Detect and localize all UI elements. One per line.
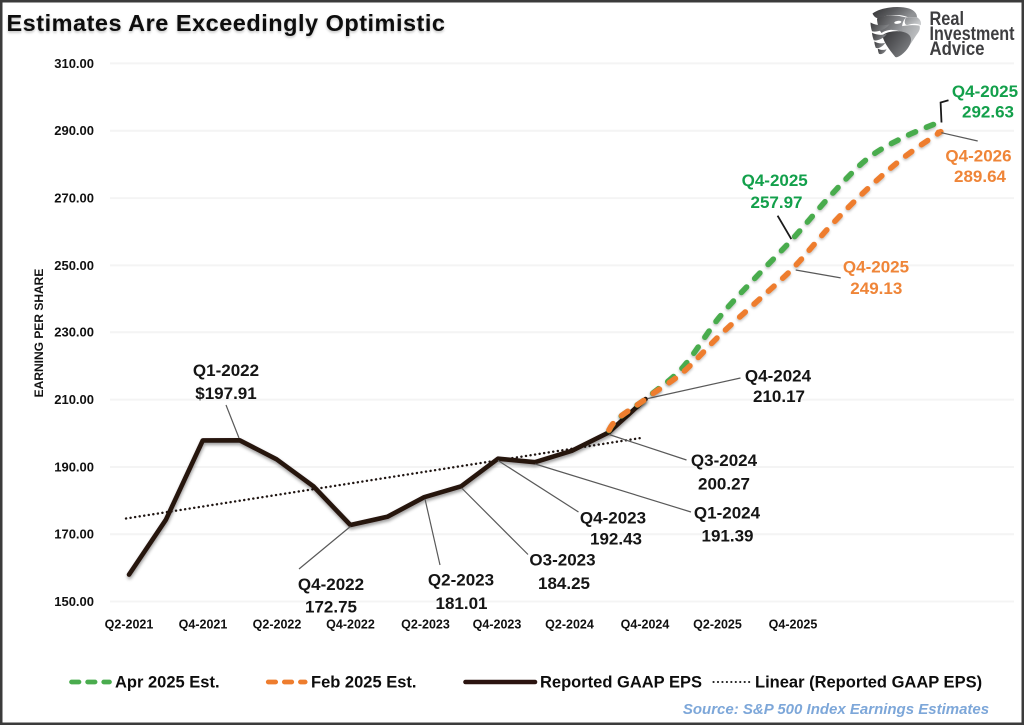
svg-text:249.13: 249.13 — [850, 279, 902, 298]
svg-text:210.17: 210.17 — [753, 387, 805, 406]
svg-text:Q4-2025: Q4-2025 — [769, 618, 818, 632]
svg-text:191.39: 191.39 — [702, 526, 754, 545]
svg-text:Q4-2024: Q4-2024 — [621, 618, 670, 632]
svg-text:257.97: 257.97 — [751, 193, 803, 212]
svg-text:Q2-2023: Q2-2023 — [428, 571, 494, 590]
svg-text:Q2-2023: Q2-2023 — [401, 618, 450, 632]
svg-text:Feb 2025 Est.: Feb 2025 Est. — [311, 673, 416, 691]
svg-text:Q4-2021: Q4-2021 — [179, 618, 228, 632]
svg-text:Q4-2022: Q4-2022 — [326, 618, 375, 632]
svg-text:Q4-2025: Q4-2025 — [952, 82, 1018, 101]
svg-text:200.27: 200.27 — [698, 475, 750, 494]
svg-text:Apr 2025 Est.: Apr 2025 Est. — [115, 673, 220, 691]
svg-text:190.00: 190.00 — [54, 459, 94, 474]
svg-text:210.00: 210.00 — [54, 392, 94, 407]
svg-text:Source: S&P 500 Index Earnings: Source: S&P 500 Index Earnings Estimates — [683, 701, 989, 718]
svg-text:Q2-2022: Q2-2022 — [253, 618, 302, 632]
svg-text:Q4-2024: Q4-2024 — [745, 367, 812, 386]
svg-text:172.75: 172.75 — [305, 598, 357, 617]
svg-text:310.00: 310.00 — [54, 56, 94, 71]
svg-text:Advice: Advice — [930, 39, 985, 60]
svg-text:250.00: 250.00 — [54, 258, 94, 273]
svg-text:Real: Real — [930, 9, 965, 30]
svg-text:Q4-2025: Q4-2025 — [843, 257, 909, 276]
svg-text:170.00: 170.00 — [54, 527, 94, 542]
svg-text:EARNING PER SHARE: EARNING PER SHARE — [32, 269, 46, 398]
svg-text:270.00: 270.00 — [54, 191, 94, 206]
svg-text:Q4-2023: Q4-2023 — [473, 618, 522, 632]
svg-text:290.00: 290.00 — [54, 123, 94, 138]
svg-text:Q4-2025: Q4-2025 — [742, 171, 808, 190]
svg-text:292.63: 292.63 — [962, 103, 1014, 122]
svg-text:192.43: 192.43 — [590, 529, 642, 548]
svg-text:Q3-2024: Q3-2024 — [691, 451, 758, 470]
svg-text:Q1-2022: Q1-2022 — [193, 361, 259, 380]
svg-text:Estimates Are Exceedingly Opti: Estimates Are Exceedingly Optimistic — [7, 10, 446, 36]
svg-text:Investment: Investment — [930, 24, 1016, 45]
svg-text:O3-2023: O3-2023 — [529, 551, 595, 570]
svg-text:Reported GAAP EPS: Reported GAAP EPS — [540, 673, 702, 691]
svg-text:Q2-2024: Q2-2024 — [545, 618, 594, 632]
svg-text:Q4-2022: Q4-2022 — [298, 575, 364, 594]
svg-text:230.00: 230.00 — [54, 325, 94, 340]
svg-text:150.00: 150.00 — [54, 594, 94, 609]
svg-text:Q4-2026: Q4-2026 — [945, 147, 1011, 166]
svg-text:Q4-2023: Q4-2023 — [580, 509, 646, 528]
svg-text:289.64: 289.64 — [954, 167, 1007, 186]
svg-text:Q2-2021: Q2-2021 — [105, 618, 154, 632]
svg-text:181.01: 181.01 — [436, 594, 488, 613]
svg-text:184.25: 184.25 — [538, 574, 590, 593]
svg-text:Linear (Reported GAAP EPS): Linear (Reported GAAP EPS) — [755, 673, 982, 691]
svg-text:$197.91: $197.91 — [195, 384, 256, 403]
svg-text:Q2-2025: Q2-2025 — [693, 618, 742, 632]
svg-text:Q1-2024: Q1-2024 — [694, 504, 761, 523]
